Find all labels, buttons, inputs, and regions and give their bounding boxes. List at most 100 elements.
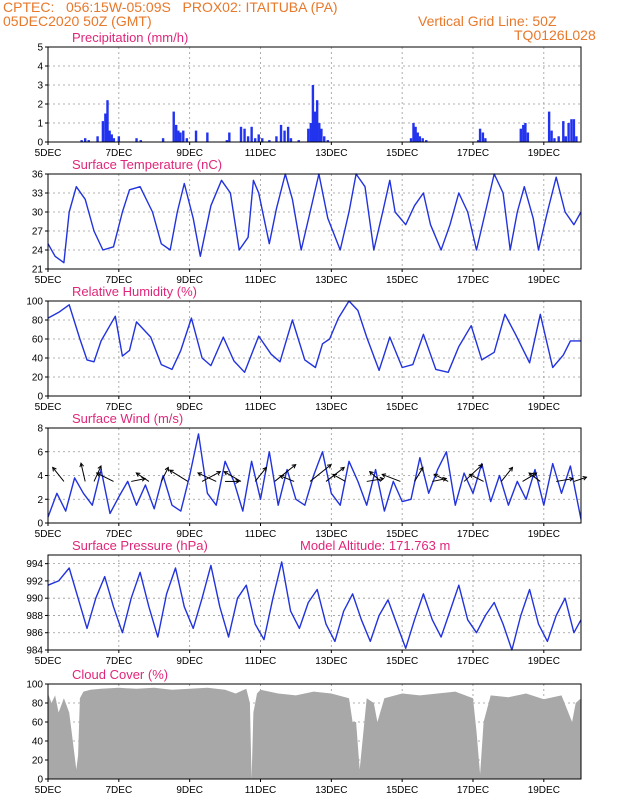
precipitation-bar [297, 140, 300, 142]
surface-wind-xtick-label: 17DEC [457, 529, 489, 540]
surface-wind-xtick-label: 13DEC [315, 529, 347, 540]
cloud-cover-title: Cloud Cover (%) [72, 667, 168, 682]
wind-arrow-head [279, 474, 285, 480]
surface-pressure-ytick-label: 984 [26, 646, 43, 657]
wind-arrow-head [197, 472, 203, 477]
precipitation-bar [108, 130, 111, 142]
precipitation-bar [261, 138, 264, 142]
surface-temperature-title: Surface Temperature (nC) [72, 157, 222, 172]
surface-temperature-frame [47, 173, 582, 270]
precipitation-xtick-label: 5DEC [35, 148, 62, 159]
precipitation-bar [309, 123, 312, 142]
precipitation-bar [477, 140, 480, 142]
wind-arrow-head [262, 466, 268, 472]
precipitation-bar [412, 123, 415, 142]
precipitation-bar [179, 132, 182, 142]
surface-temperature-xtick-label: 19DEC [528, 275, 560, 286]
precipitation-bar [182, 130, 185, 142]
precipitation-ytick-label: 2 [37, 100, 43, 111]
surface-temperature-ytick-label: 21 [32, 265, 44, 276]
surface-wind-line [47, 433, 582, 520]
surface-pressure-xtick-label: 9DEC [176, 656, 203, 667]
precipitation-xtick-label: 19DEC [528, 148, 560, 159]
wind-arrow-head [528, 472, 534, 477]
surface-wind-xtick-label: 5DEC [35, 529, 62, 540]
precipitation-bar [567, 123, 570, 142]
precipitation-bar [246, 136, 250, 142]
wind-arrow-head [340, 466, 346, 472]
precipitation-bar [283, 130, 286, 142]
wind-arrow-head [331, 473, 337, 479]
precipitation-bar [307, 128, 310, 142]
surface-temperature-ytick-label: 30 [32, 208, 44, 219]
relative-humidity-xtick-label: 7DEC [105, 402, 132, 413]
precipitation-bar [161, 138, 165, 142]
wind-arrow [463, 464, 483, 482]
wind-arrow-head [135, 472, 141, 477]
precipitation-bar [562, 121, 565, 142]
surface-pressure-title: Surface Pressure (hPa) [72, 538, 208, 553]
wind-arrow-head [95, 472, 101, 477]
surface-wind-ytick-label: 2 [37, 495, 43, 506]
precipitation-frame [47, 46, 582, 143]
wind-arrow-head [52, 466, 57, 472]
surface-wind-xtick-label: 11DEC [245, 529, 277, 540]
relative-humidity-xtick-label: 9DEC [176, 402, 203, 413]
wind-arrow [309, 464, 332, 482]
cloud-cover-area [48, 687, 581, 779]
precipitation-bar [421, 138, 424, 142]
relative-humidity-ytick-label: 80 [32, 316, 44, 327]
precipitation-bar [139, 140, 142, 142]
surface-pressure-xtick-label: 15DEC [386, 656, 418, 667]
wind-arrow-head [235, 479, 241, 484]
cloud-cover-xtick-label: 7DEC [105, 785, 132, 796]
surface-temperature-ytick-label: 36 [32, 170, 44, 181]
wind-arrow-head [478, 463, 484, 469]
relative-humidity-ytick-label: 20 [32, 373, 44, 384]
surface-pressure-xtick-label: 7DEC [105, 656, 132, 667]
surface-pressure-ytick-label: 986 [26, 628, 43, 639]
precipitation-bar [550, 130, 553, 142]
precipitation-bar [570, 119, 573, 142]
wind-arrow [522, 472, 537, 482]
cloud-cover-xtick-label: 17DEC [457, 785, 489, 796]
wind-arrow [556, 478, 574, 482]
header-grid-line-note: Vertical Grid Line: 50Z [418, 13, 557, 29]
cloud-cover-xtick-label: 19DEC [528, 785, 560, 796]
relative-humidity-xtick-label: 5DEC [35, 402, 62, 413]
precipitation-xtick-label: 13DEC [315, 148, 347, 159]
surface-wind-ytick-label: 6 [37, 447, 43, 458]
wind-arrow-head [168, 469, 174, 474]
wind-arrow-head [442, 476, 448, 482]
surface-pressure-ytick-label: 992 [26, 576, 43, 587]
cloud-cover-ytick-label: 80 [32, 699, 44, 710]
relative-humidity-ytick-label: 100 [26, 297, 43, 308]
cloud-cover-xtick-label: 11DEC [245, 785, 277, 796]
precipitation-bar [524, 123, 527, 142]
precipitation-bar [519, 128, 522, 142]
wind-arrow-head [582, 476, 588, 481]
surface-temperature-xtick-label: 15DEC [386, 275, 418, 286]
precipitation-bar [268, 140, 271, 142]
surface-pressure-xtick-label: 11DEC [245, 656, 277, 667]
precipitation-bar [253, 138, 257, 142]
precipitation-bar [526, 132, 530, 142]
wind-arrow [382, 473, 401, 482]
precipitation-ytick-label: 4 [37, 62, 43, 73]
surface-wind-ytick-label: 8 [37, 424, 43, 435]
wind-arrow [160, 467, 169, 482]
precipitation-bar [194, 130, 198, 142]
wind-arrow-head [368, 470, 374, 476]
surface-temperature-xtick-label: 7DEC [105, 275, 132, 286]
cloud-cover-xtick-label: 5DEC [35, 785, 62, 796]
relative-humidity-ytick-label: 60 [32, 335, 44, 346]
precipitation-bar [425, 140, 428, 142]
precipitation-bar [228, 132, 231, 142]
surface-temperature-xtick-label: 5DEC [35, 275, 62, 286]
precipitation-title: Precipitation (mm/h) [72, 30, 188, 45]
precipitation-bar [315, 100, 319, 142]
precipitation-bar [572, 119, 576, 142]
precipitation-bar [289, 138, 293, 142]
wind-arrow [500, 467, 513, 482]
precipitation-xtick-label: 7DEC [105, 148, 132, 159]
